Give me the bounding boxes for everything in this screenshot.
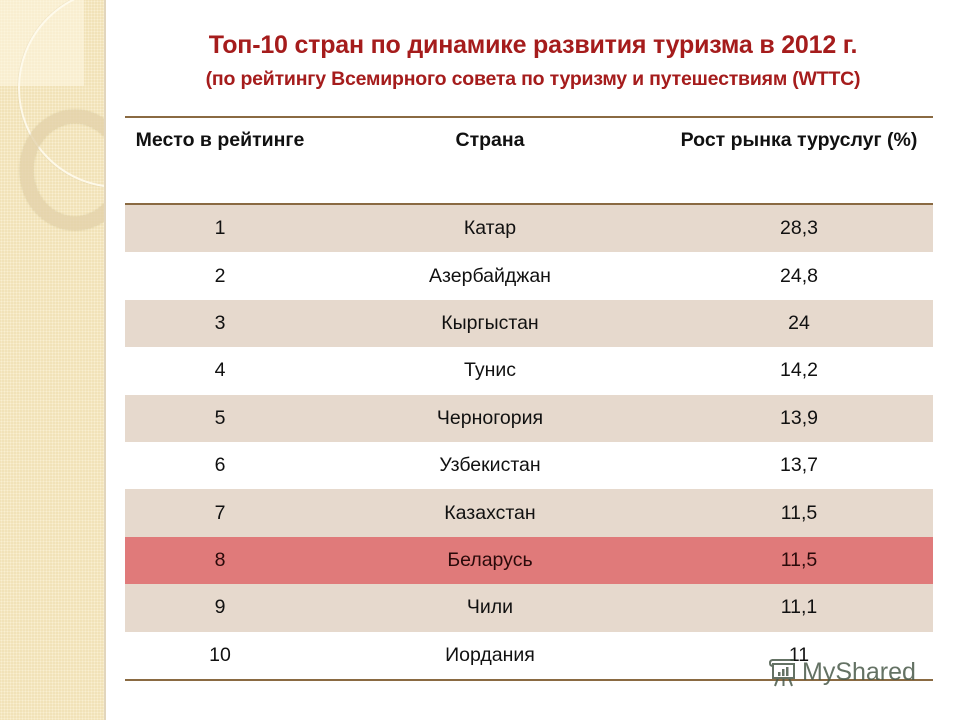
ranking-table: Место в рейтинге Страна Рост рынка турус… bbox=[125, 116, 933, 681]
cell-country: Тунис bbox=[464, 359, 516, 382]
cell-country: Казахстан bbox=[444, 501, 536, 524]
slide-subtitle: (по рейтингу Всемирного совета по туризм… bbox=[205, 68, 861, 90]
table-row: 2 Азербайджан 24,8 bbox=[125, 252, 933, 300]
cell-country: Беларусь bbox=[447, 548, 533, 571]
table-row: 7 Казахстан 11,5 bbox=[125, 489, 933, 537]
table-row: 4 Тунис 14,2 bbox=[125, 347, 933, 395]
table-header-row: Место в рейтинге Страна Рост рынка турус… bbox=[125, 118, 933, 203]
decorative-side-strip bbox=[0, 0, 106, 720]
presentation-board-icon bbox=[768, 656, 798, 688]
cell-rank: 2 bbox=[214, 264, 226, 287]
cell-country: Кыргыстан bbox=[441, 311, 539, 334]
cell-rank: 3 bbox=[214, 311, 226, 334]
table-row: 6 Узбекистан 13,7 bbox=[125, 441, 933, 490]
table-row: 9 Чили 11,1 bbox=[125, 584, 933, 632]
cell-growth: 14,2 bbox=[780, 359, 818, 382]
cell-rank: 6 bbox=[214, 454, 226, 477]
cell-rank: 10 bbox=[209, 643, 231, 666]
cell-country: Иордания bbox=[445, 643, 535, 666]
header-growth: Рост рынка туруслуг (%) bbox=[680, 129, 918, 151]
watermark: MyShared bbox=[768, 656, 916, 688]
cell-rank: 5 bbox=[214, 406, 226, 429]
table-row-highlighted: 8 Беларусь 11,5 bbox=[125, 536, 933, 585]
cell-country: Чили bbox=[466, 596, 514, 619]
cell-growth: 28,3 bbox=[780, 217, 818, 240]
cell-growth: 13,7 bbox=[780, 454, 818, 477]
cell-rank: 1 bbox=[214, 217, 226, 240]
table-row: 5 Черногория 13,9 bbox=[125, 394, 933, 442]
cell-growth: 11,1 bbox=[780, 596, 818, 619]
cell-rank: 9 bbox=[214, 596, 226, 619]
table-top-rule bbox=[125, 116, 933, 118]
cell-growth: 13,9 bbox=[780, 406, 818, 429]
cell-growth: 11,5 bbox=[780, 548, 818, 571]
table-row: 3 Кыргыстан 24 bbox=[125, 299, 933, 348]
cell-rank: 7 bbox=[214, 501, 226, 524]
cell-growth: 11,5 bbox=[780, 501, 818, 524]
slide-title: Топ-10 стран по динамике развития туризм… bbox=[208, 31, 858, 59]
cell-rank: 8 bbox=[214, 548, 226, 571]
cell-country: Черногория bbox=[436, 406, 544, 429]
cell-country: Азербайджан bbox=[429, 264, 551, 287]
watermark-text: MyShared bbox=[802, 657, 916, 686]
header-country: Страна bbox=[455, 129, 525, 151]
cell-growth: 24 bbox=[788, 311, 810, 334]
header-rank: Место в рейтинге bbox=[135, 129, 305, 151]
cell-country: Катар bbox=[463, 217, 517, 240]
table-row: 10 Иордания 11 bbox=[125, 631, 933, 679]
table-header-rule bbox=[125, 203, 933, 205]
table-bottom-rule bbox=[125, 678, 933, 681]
cell-country: Узбекистан bbox=[439, 454, 541, 477]
cell-growth: 24,8 bbox=[780, 264, 818, 287]
cell-rank: 4 bbox=[214, 359, 226, 382]
table-row: 1 Катар 28,3 bbox=[125, 205, 933, 253]
